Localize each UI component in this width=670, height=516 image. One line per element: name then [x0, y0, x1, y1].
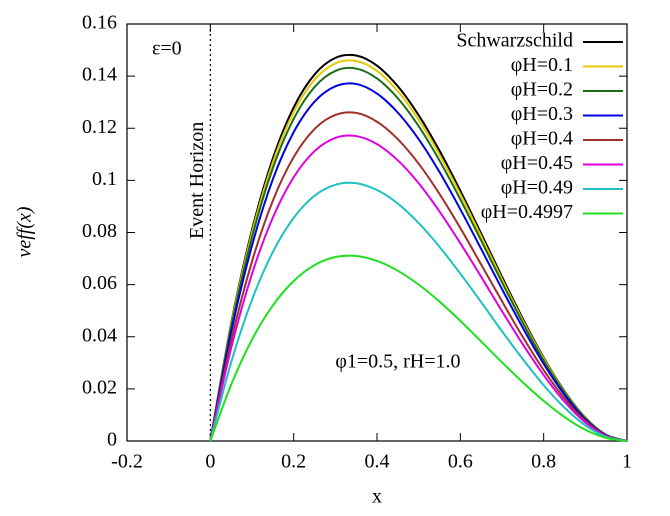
y-tick-label: 0.12 [82, 116, 117, 138]
x-axis-label: x [372, 486, 382, 508]
y-tick-label: 0.06 [82, 272, 117, 294]
annotation: ε=0 [152, 38, 182, 60]
y-tick-label: 0.02 [82, 376, 117, 398]
legend-label: φH=0.49 [501, 177, 573, 199]
x-tick-label: 0.4 [365, 451, 390, 473]
legend-label: φH=0.2 [511, 79, 573, 101]
series-line [209, 66, 628, 442]
x-tick-label: 1 [622, 451, 632, 473]
series-line [209, 254, 628, 442]
legend-label: φH=0.45 [501, 152, 573, 174]
y-tick-label: 0.16 [82, 12, 117, 34]
legend-label: φH=0.3 [511, 103, 573, 125]
x-tick-label: -0.2 [111, 451, 143, 473]
series-line [209, 134, 628, 442]
y-tick-label: 0.1 [92, 168, 117, 190]
series-line [209, 181, 628, 442]
y-tick-label: 0 [107, 429, 117, 451]
legend-label: φH=0.4997 [481, 201, 573, 223]
x-tick-label: 0 [205, 451, 215, 473]
annotation: Event Horizon [186, 122, 208, 239]
legend-label: φH=0.4 [511, 128, 573, 150]
y-tick-label: 0.08 [82, 220, 117, 242]
y-axis-label: veff(x) [14, 206, 36, 257]
y-tick-label: 0.04 [82, 324, 117, 346]
series-line [209, 82, 628, 442]
series-line [209, 111, 628, 442]
x-tick-label: 0.6 [448, 451, 473, 473]
y-tick-label: 0.14 [82, 64, 117, 86]
annotation: φ1=0.5, rH=1.0 [335, 350, 460, 372]
legend-label: φH=0.1 [511, 54, 573, 76]
legend-label: Schwarzschild [456, 30, 573, 52]
x-tick-label: 0.8 [531, 451, 556, 473]
x-tick-label: 0.2 [281, 451, 306, 473]
